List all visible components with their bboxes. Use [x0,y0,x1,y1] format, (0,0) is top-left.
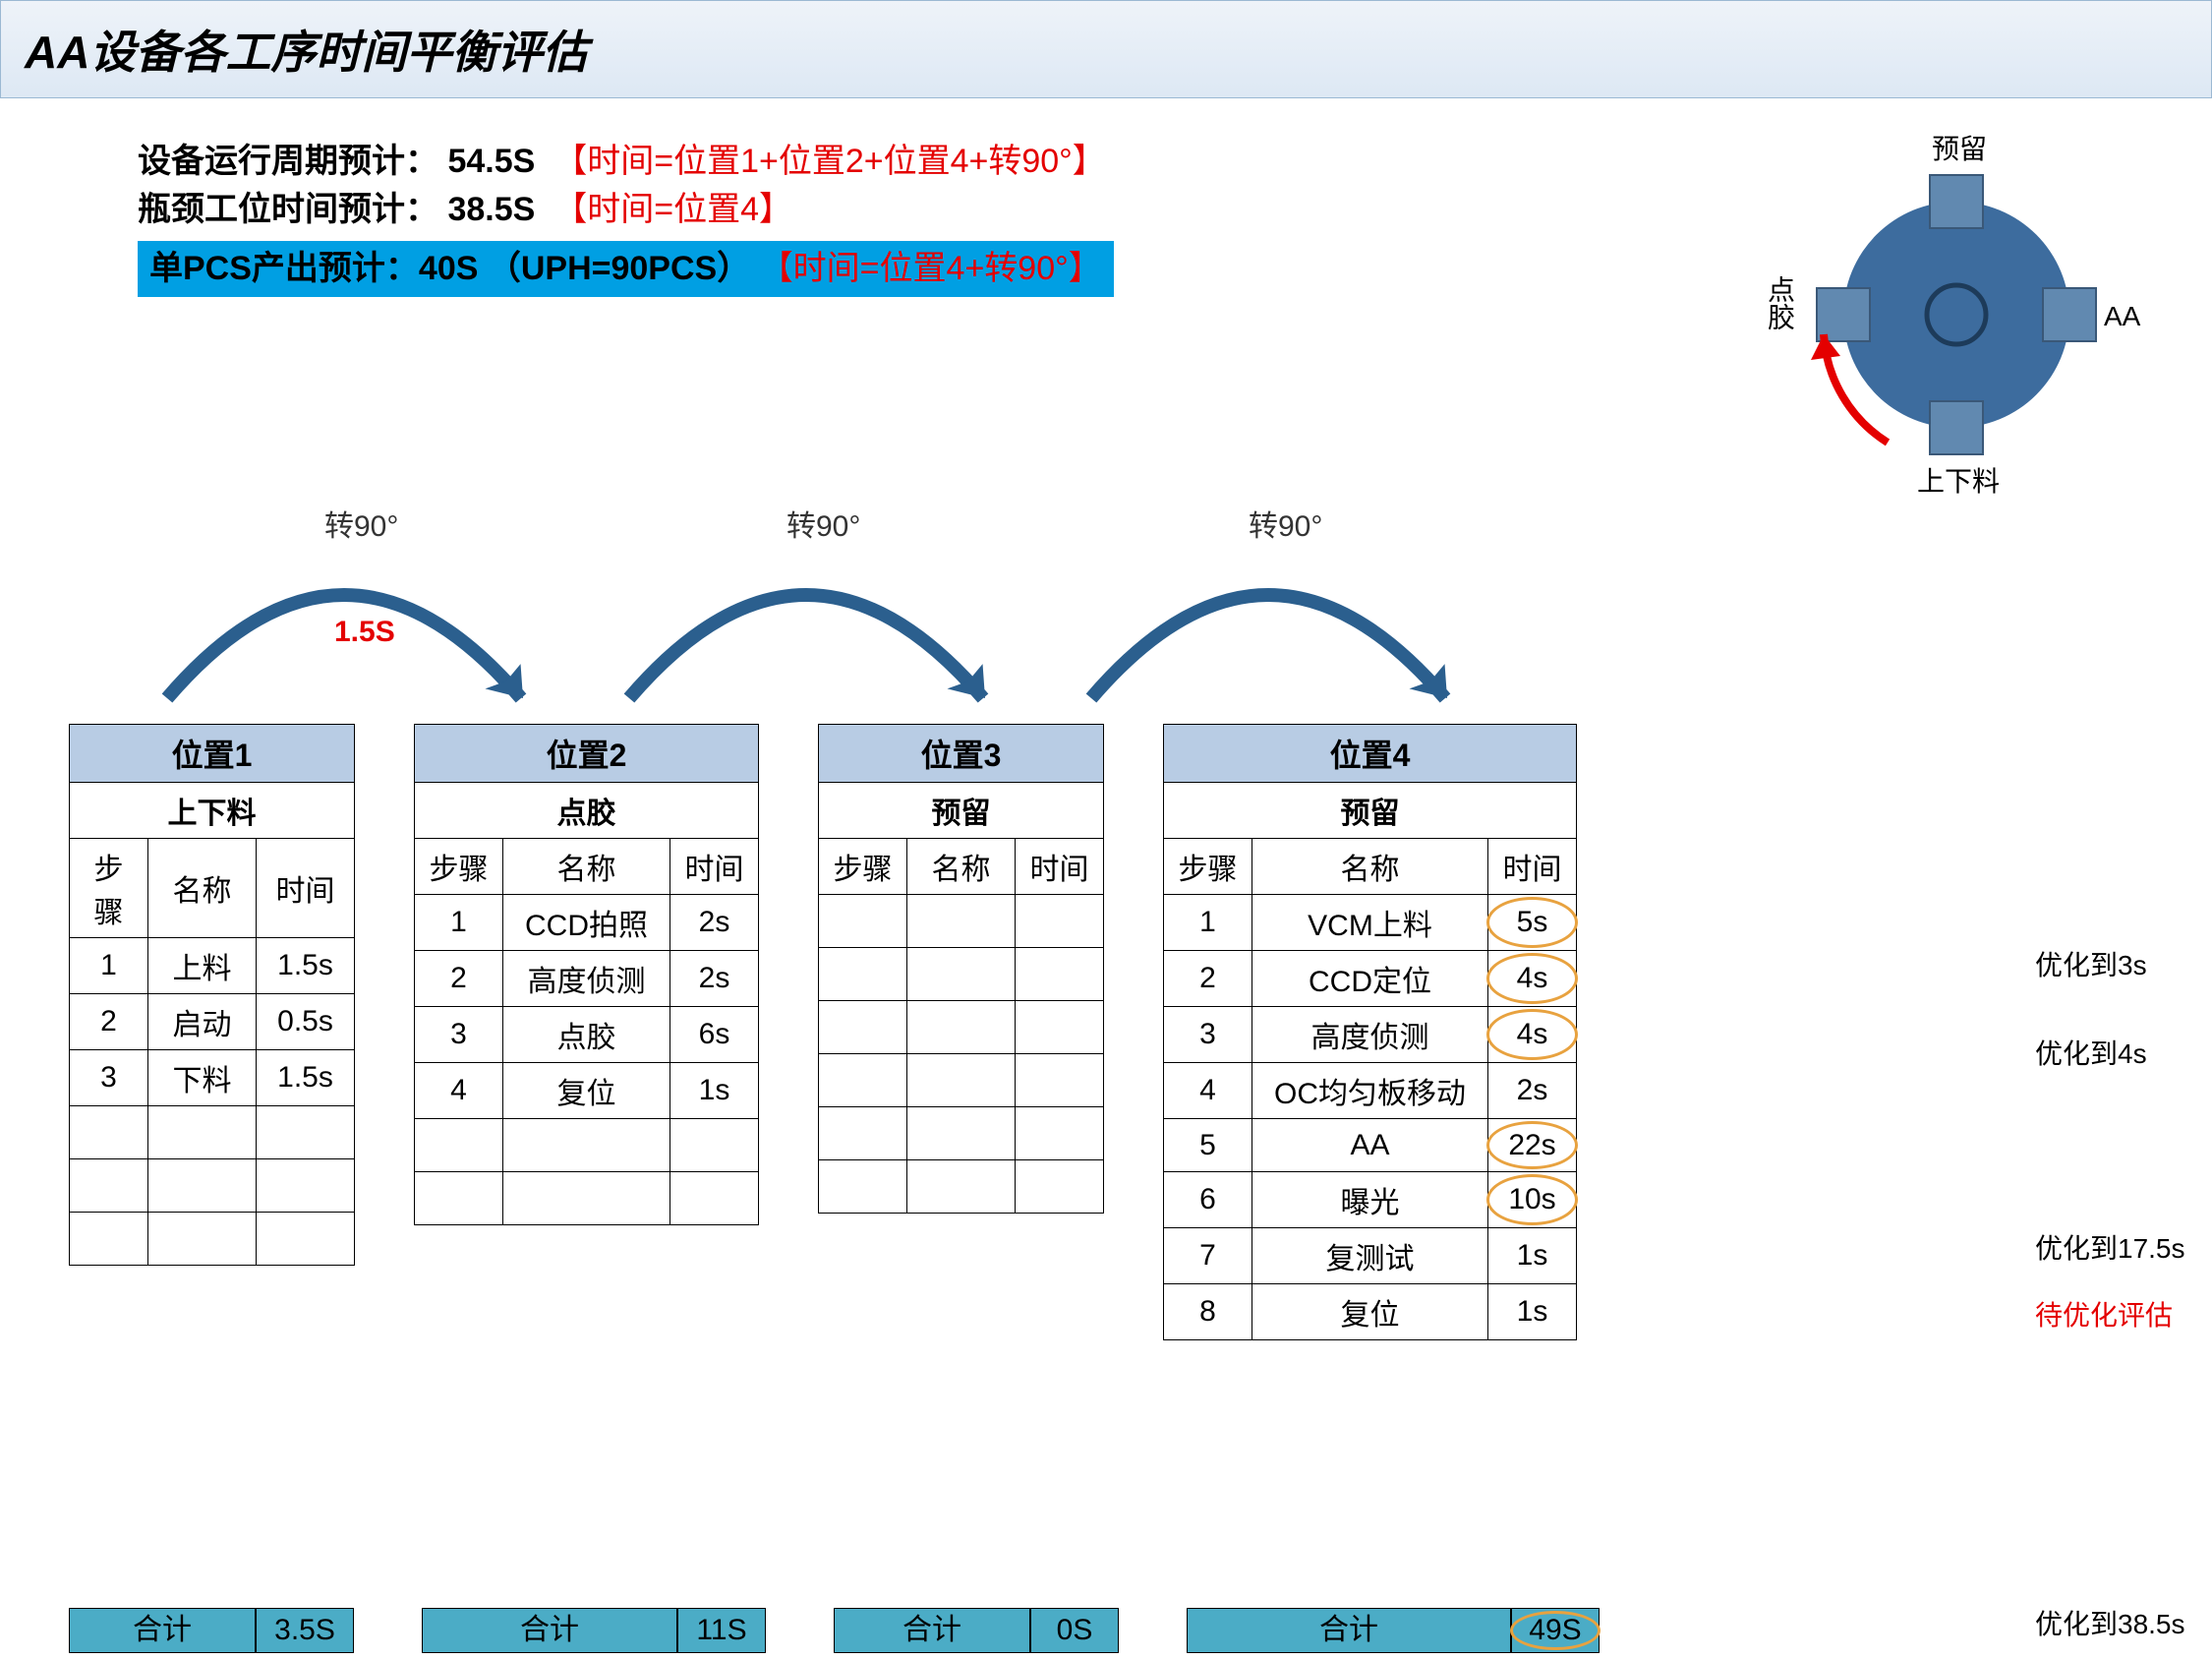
info-block: 设备运行周期预计： 54.5S 【时间=位置1+位置2+位置4+转90°】 瓶颈… [138,138,1114,297]
total-box-2: 合计11S [422,1608,775,1653]
output-main: 单PCS产出预计：40S （UPH=90PCS） [149,250,750,287]
flow-arrows: 转90° 转90° 转90° 1.5S [88,502,1622,718]
cycle-formula: 【时间=位置1+位置2+位置4+转90°】 [553,143,1106,180]
total-box-1: 合计3.5S [69,1608,363,1653]
output-formula: 【时间=位置4+转90°】 [760,250,1102,287]
annotation-2: 优化到4s [2035,1033,2147,1072]
bottleneck-label: 瓶颈工位时间预计： [138,191,438,228]
tables-row: 位置1上下料步骤名称时间1上料1.5s2启动0.5s3下料1.5s位置2点胶步骤… [69,724,1577,1340]
cycle-label: 设备运行周期预计： [138,143,438,180]
rotate-label-3: 转90° [1249,502,1322,545]
station-table-1: 位置1上下料步骤名称时间1上料1.5s2启动0.5s3下料1.5s [69,724,355,1266]
rotate-label-2: 转90° [786,502,860,545]
rotate-label-1: 转90° [324,502,398,545]
station-table-3: 位置3预留步骤名称时间 [818,724,1104,1214]
annotation-1: 优化到3s [2035,944,2147,983]
page-title: AA设备各工序时间平衡评估 [0,0,2212,98]
bottleneck-formula: 【时间=位置4】 [553,191,792,228]
cycle-value: 54.5S [447,143,535,180]
totals-row: 合计3.5S 合计11S 合计0S 合计49S [69,1608,1608,1653]
rotary-top-label: 预留 [1932,128,1987,167]
annotation-5: 优化到38.5s [2035,1603,2185,1642]
total-box-4: 合计49S [1187,1608,1608,1653]
rotate-time: 1.5S [334,616,395,649]
total-box-3: 合计0S [834,1608,1128,1653]
annotation-4: 待优化评估 [2035,1294,2173,1333]
station-table-4: 位置4预留步骤名称时间1VCM上料5s2CCD定位4s3高度侦测4s4OC均匀板… [1163,724,1577,1340]
annotation-3: 优化到17.5s [2035,1227,2185,1267]
rotary-bottom-label: 上下料 [1917,460,2000,500]
bottleneck-value: 38.5S [447,191,535,228]
rotary-right-label: AA [2104,301,2140,332]
station-table-2: 位置2点胶步骤名称时间1CCD拍照2s2高度侦测2s3点胶6s4复位1s [414,724,759,1225]
rotary-left-label: 点胶 [1760,275,1799,330]
rotary-diagram: 预留 点胶 AA 上下料 [1770,118,2143,492]
